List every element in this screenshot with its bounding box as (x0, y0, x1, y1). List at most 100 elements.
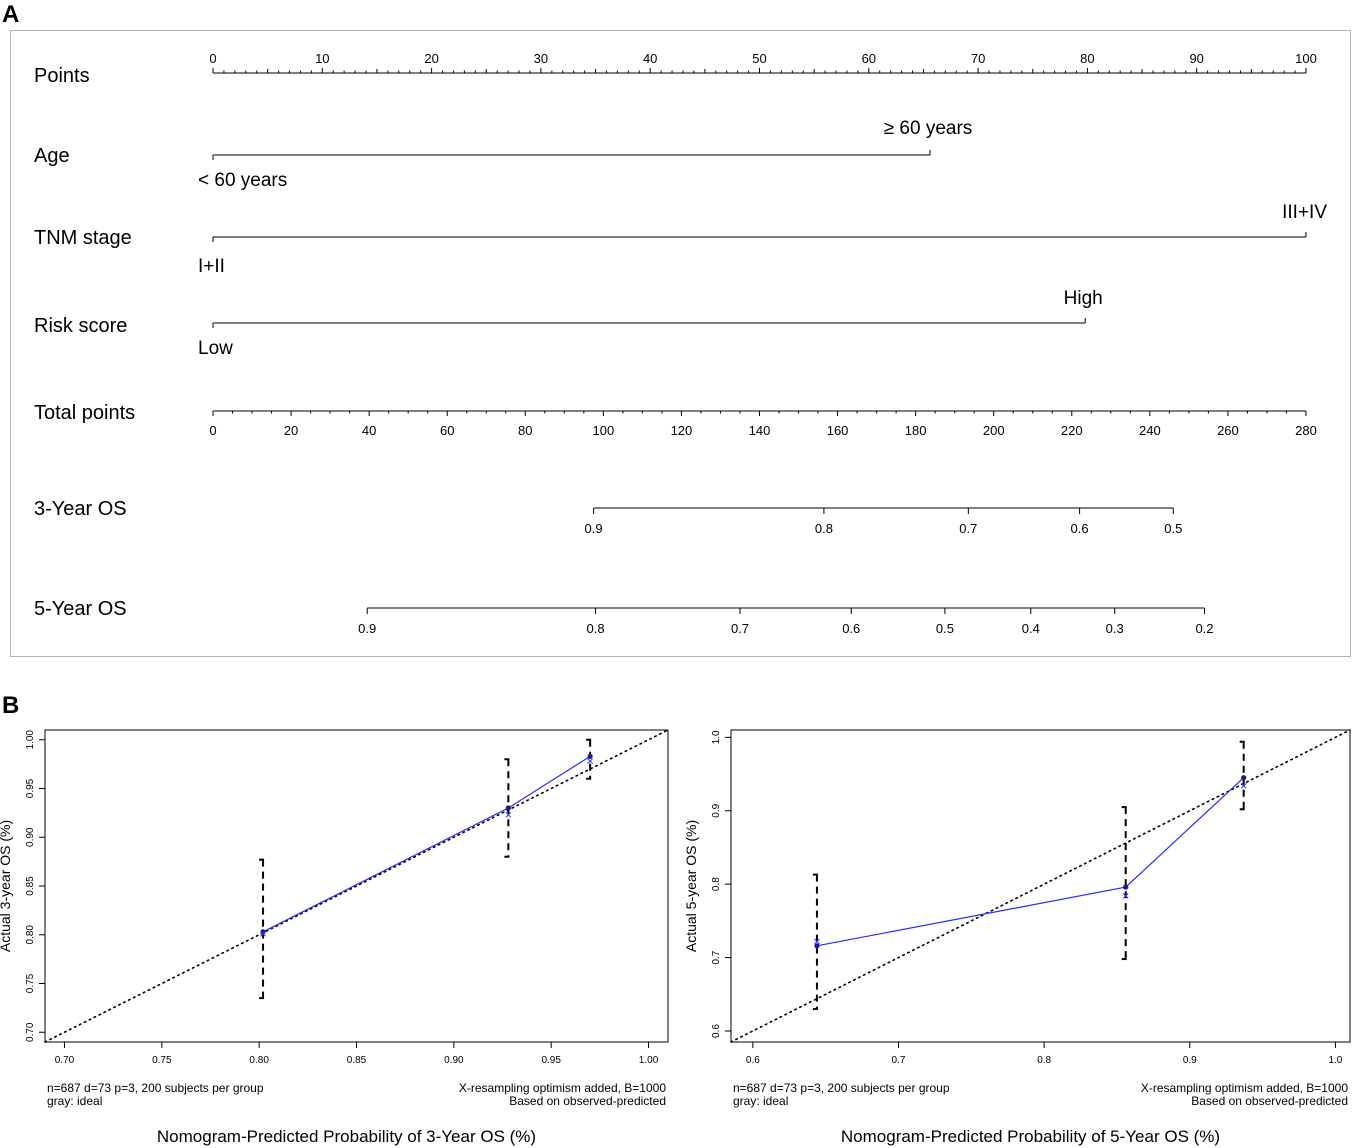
row-label: Age (34, 145, 70, 167)
tick-label: 100 (593, 423, 615, 438)
corrected-point (1122, 893, 1129, 899)
x-axis-label: Nomogram-Predicted Probability of 5-Year… (841, 1127, 1220, 1146)
probability-tick-label: 0.8 (815, 521, 833, 536)
x-tick-label: 0.7 (892, 1055, 906, 1066)
tick-label: 40 (362, 423, 376, 438)
footnote-right: Based on observed-predicted (1191, 1094, 1348, 1108)
x-tick-label: 0.8 (1037, 1055, 1051, 1066)
tick-label: 120 (671, 423, 693, 438)
panel-label-a: A (2, 1, 19, 28)
y-tick-label: 0.75 (25, 973, 36, 993)
y-tick-label: 0.8 (711, 877, 722, 891)
footnote-left: n=687 d=73 p=3, 200 subjects per group (733, 1081, 950, 1095)
tick-label: 50 (752, 51, 766, 66)
row-label: 5-Year OS (34, 598, 127, 620)
tick-label: 80 (518, 423, 532, 438)
plot-frame (730, 729, 1351, 1043)
probability-tick-label: 0.9 (358, 621, 376, 636)
y-tick-label: 0.9 (711, 803, 722, 817)
tick-label: 20 (284, 423, 298, 438)
ideal-line (44, 729, 669, 1043)
x-tick-label: 0.70 (55, 1055, 75, 1066)
observed-point (505, 805, 511, 811)
row-label: 3-Year OS (34, 498, 127, 520)
nomogram: Points 0 10 20 30 40 50 60 70 80 90 100 Age < 60 year… (34, 51, 1327, 636)
probability-tick-label: 0.2 (1195, 621, 1213, 636)
footnote-right: X-resampling optimism added, B=1000 (1141, 1081, 1348, 1095)
tick-label: 200 (983, 423, 1005, 438)
probability-tick-label: 0.6 (1071, 521, 1089, 536)
calibration-plot-5-year: 0.6 0.7 0.8 0.9 1.0 0.6 0.7 0.8 0.9 1.0 Actual 5-y… (683, 729, 1351, 1146)
y-axis-label: Actual 5-year OS (%) (683, 820, 699, 952)
row-label: Points (34, 65, 90, 87)
tick-label: 0 (209, 423, 216, 438)
calibration-line (816, 777, 1245, 947)
probability-tick-label: 0.5 (936, 621, 954, 636)
y-tick-label: 0.80 (25, 925, 36, 945)
x-tick-label: 0.9 (1183, 1055, 1197, 1066)
x-tick-label: 0.75 (152, 1055, 172, 1066)
y-tick-label: 0.95 (25, 778, 36, 798)
tick-label: 260 (1217, 423, 1239, 438)
probability-tick-label: 0.7 (959, 521, 977, 536)
calibration-line (262, 755, 591, 933)
footnote-right: X-resampling optimism added, B=1000 (459, 1081, 666, 1095)
corrected-point (1240, 782, 1247, 789)
probability-tick-label: 0.6 (842, 621, 860, 636)
footnote-left: n=687 d=73 p=3, 200 subjects per group (47, 1081, 264, 1095)
probability-tick-label: 0.3 (1106, 621, 1124, 636)
y-tick-label: 0.90 (25, 827, 36, 847)
y-tick-label: 0.6 (711, 1024, 722, 1038)
tick-label: 60 (440, 423, 454, 438)
ideal-line (730, 729, 1351, 1043)
tick-label: 180 (905, 423, 927, 438)
y-tick-label: 1.0 (711, 730, 722, 744)
x-tick-label: 0.80 (249, 1055, 269, 1066)
tick-label: 100 (1295, 51, 1317, 66)
tick-label: 20 (424, 51, 438, 66)
probability-tick-label: 0.4 (1022, 621, 1040, 636)
x-tick-label: 0.85 (347, 1055, 367, 1066)
y-axis-label: Actual 3-year OS (%) (0, 820, 13, 952)
panel-a-frame (10, 30, 1351, 657)
level-label: I+II (198, 256, 225, 277)
tick-label: 240 (1139, 423, 1161, 438)
probability-tick-label: 0.5 (1164, 521, 1182, 536)
observed-point (1241, 775, 1247, 781)
tick-label: 40 (643, 51, 657, 66)
tick-label: 0 (209, 51, 216, 66)
tick-label: 90 (1189, 51, 1203, 66)
corrected-point (260, 930, 266, 937)
x-axis-label: Nomogram-Predicted Probability of 3-Year… (157, 1127, 536, 1146)
level-label: High (1064, 288, 1103, 309)
y-tick-label: 0.85 (25, 876, 36, 896)
probability-tick-label: 0.9 (585, 521, 603, 536)
level-label: < 60 years (198, 170, 287, 191)
tick-label: 10 (315, 51, 329, 66)
tick-label: 60 (862, 51, 876, 66)
corrected-point (814, 938, 820, 945)
footnote-left: gray: ideal (47, 1094, 102, 1108)
tick-label: 80 (1080, 51, 1094, 66)
x-tick-label: 1.0 (1328, 1055, 1342, 1066)
observed-point (587, 753, 593, 759)
y-tick-label: 0.70 (25, 1022, 36, 1042)
tick-label: 70 (971, 51, 985, 66)
calibration-plot-3-year: 0.70 0.75 0.80 0.85 0.90 0.95 1.00 0.70 0.75 0.80… (0, 729, 669, 1146)
footnote-right: Based on observed-predicted (509, 1094, 666, 1108)
level-label: ≥ 60 years (884, 118, 973, 139)
y-tick-label: 0.7 (711, 950, 722, 964)
tick-label: 30 (534, 51, 548, 66)
tick-label: 160 (827, 423, 849, 438)
corrected-point (505, 811, 512, 818)
corrected-point (587, 758, 593, 765)
row-label: TNM stage (34, 227, 132, 249)
observed-point (814, 943, 820, 949)
x-tick-label: 0.90 (444, 1055, 464, 1066)
x-tick-label: 1.00 (639, 1055, 659, 1066)
y-tick-label: 1.00 (25, 730, 36, 750)
tick-label: 140 (749, 423, 771, 438)
x-tick-label: 0.6 (746, 1055, 760, 1066)
level-label: Low (198, 338, 233, 359)
panel-label-b: B (2, 692, 19, 719)
